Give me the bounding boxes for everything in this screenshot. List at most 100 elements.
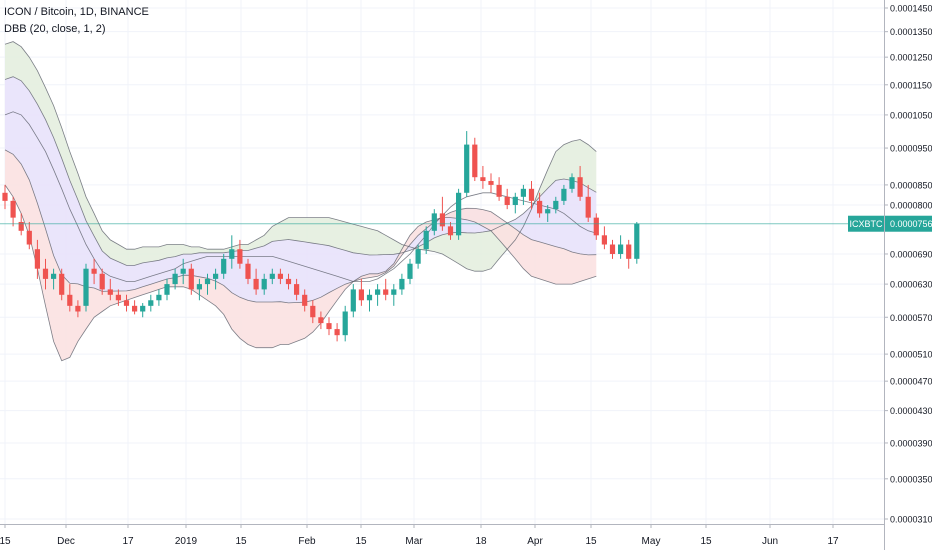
grid [0,0,884,524]
y-tick-label: 0.0001150 [890,80,932,90]
candle-body [593,217,599,236]
candle-body [140,305,146,312]
candle-body [358,289,364,301]
candle-body [334,329,340,336]
candle-body [67,294,73,306]
candle-body [213,273,219,279]
x-tick-label: 15 [700,536,712,547]
candle-body [59,273,65,295]
y-tick-label: 0.0000510 [890,350,932,360]
candle-body [261,278,267,290]
candle-body [164,284,170,295]
dbb-upper-fill [5,41,597,272]
candle-body [326,323,332,330]
dbb-outer-lower-line [4,184,597,362]
candles [2,131,640,342]
candle-body [634,223,640,259]
candle-body [415,249,421,264]
candle-body [545,209,551,214]
candle-body [83,268,89,306]
y-tick-label: 0.0000470 [890,377,932,387]
candle-body [269,273,275,279]
x-tick-label: Mar [405,536,423,547]
candle-body [221,258,227,274]
symbol-tag: ICXBTC [849,219,883,229]
candle-body [42,268,49,279]
candle-body [553,200,559,210]
candle-body [601,235,607,245]
y-tick-label: 0.0000690 [890,249,932,259]
x-tick-label: 15 [355,536,367,547]
y-tick-label: 0.0000800 [890,200,932,210]
candle-body [537,200,543,214]
y-tick-label: 0.0000430 [890,406,932,416]
x-tick-label: 15 [235,536,247,547]
candle-body [237,249,243,264]
candle-body [10,200,16,218]
symbol-title: ICON / Bitcoin, 1D, BINANCE [4,6,149,18]
candle-body [123,300,130,306]
candle-body [383,289,389,295]
candle-body [496,184,502,197]
dbb-inner-lower-line [4,149,597,304]
y-tick-label: 0.0000850 [890,180,932,190]
candle-body [585,196,591,218]
x-tick-label: Jun [762,536,778,547]
x-tick-label: 15 [0,536,11,547]
candle-body [196,284,202,290]
candle-body [245,263,251,279]
candle-body [277,273,283,279]
candle-body [294,284,300,295]
y-tick-label: 0.0001050 [890,110,932,120]
candle-body [51,273,57,279]
y-tick-label: 0.0000350 [890,474,932,484]
candle-body [350,289,356,312]
y-tick-label: 0.0000390 [890,438,932,448]
candle-body [528,188,535,201]
dbb-inner-upper-line [4,76,597,266]
x-tick-label: 17 [827,536,839,547]
candle-body [488,181,494,185]
candle-body [480,177,486,182]
candle-body [561,188,567,201]
candle-body [423,230,429,250]
candle-body [609,244,616,254]
candle-body [391,289,397,295]
dbb-inner-fill [5,76,597,303]
candle-body [2,192,8,201]
candle-body [318,317,324,324]
candle-body [520,188,526,197]
candle-body [618,244,624,254]
dbb-outer-upper-line [4,41,597,272]
candle-body [75,305,81,312]
y-tick-label: 0.0001350 [890,27,932,37]
candle-body [18,221,24,231]
candle-body [302,294,308,306]
candle-body [447,226,454,236]
candle-body [148,300,154,306]
y-tick-label: 0.0001250 [890,53,932,63]
price-tag-bg [885,215,932,232]
candle-body [26,230,32,245]
x-tick-label: Apr [527,536,543,547]
candle-body [34,249,40,269]
symbol-tag-bg [848,215,884,232]
candle-body [132,305,138,312]
candle-body [504,196,510,205]
candle-body [456,192,462,236]
candle-body [512,196,518,205]
x-tick-label: 17 [122,536,134,547]
candle-body [99,273,105,290]
candle-body [472,144,478,178]
candle-body [569,177,575,189]
x-tick-label: 18 [475,536,487,547]
dbb-lower-fill [5,149,597,361]
candle-body [626,244,632,259]
price-tag: 0.0000756 [890,219,932,229]
candle-body [180,268,186,274]
dbb-bands [4,41,597,362]
candle-body [229,249,235,259]
